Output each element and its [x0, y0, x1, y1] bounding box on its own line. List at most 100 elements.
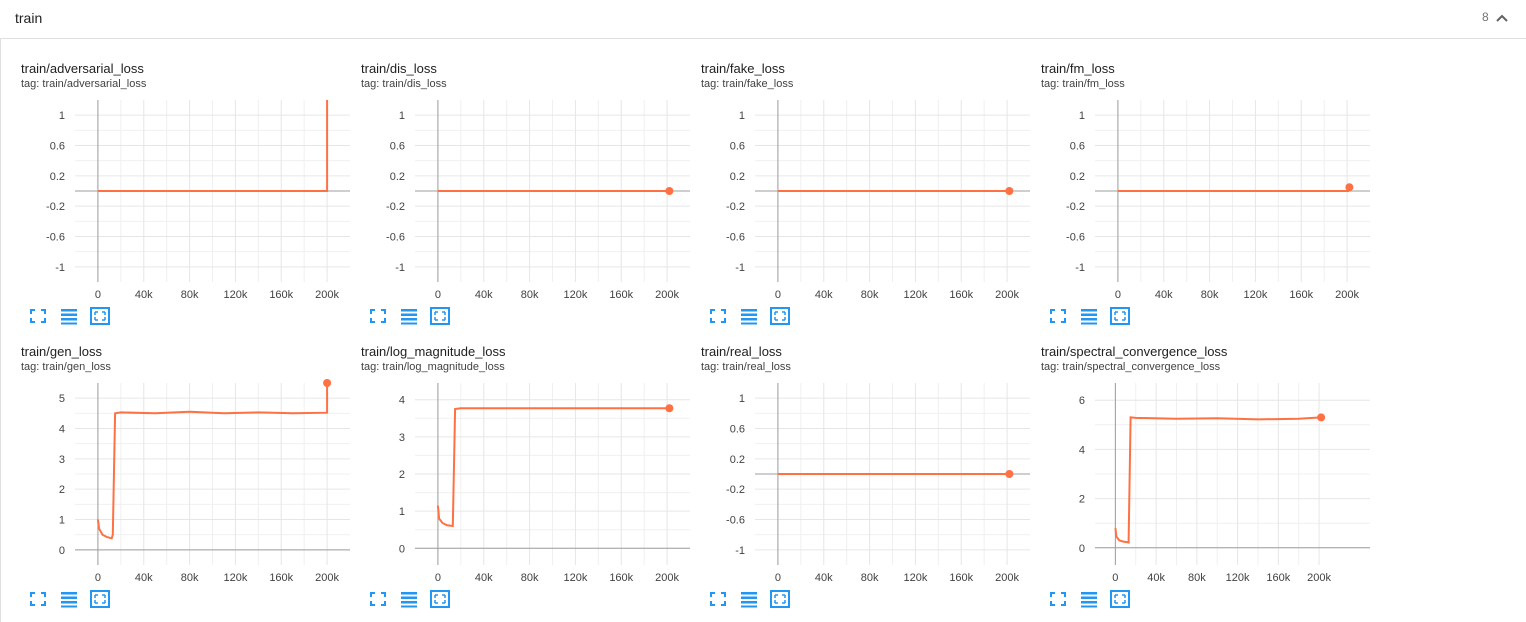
x-tick-label: 40k: [815, 289, 833, 301]
x-tick-label: 0: [775, 572, 781, 584]
y-tick-label: 1: [59, 515, 65, 527]
y-tick-label: -0.6: [1066, 232, 1085, 244]
x-tick-label: 80k: [1188, 572, 1206, 584]
fit-domain-icon[interactable]: [769, 589, 791, 609]
fit-domain-icon[interactable]: [429, 306, 451, 326]
y-tick-label: 1: [739, 393, 745, 405]
y-tick-label: -0.2: [386, 201, 405, 213]
x-tick-label: 0: [435, 572, 441, 584]
y-tick-label: 2: [1079, 494, 1085, 506]
fit-domain-icon[interactable]: [1109, 589, 1131, 609]
x-tick-label: 40k: [1147, 572, 1165, 584]
chevron-up-icon[interactable]: [1494, 10, 1510, 26]
x-tick-label: 160k: [269, 572, 293, 584]
x-tick-label: 120k: [223, 289, 247, 301]
fullscreen-icon[interactable]: [367, 589, 389, 609]
y-tick-label: 3: [59, 454, 65, 466]
fit-domain-icon[interactable]: [89, 306, 111, 326]
x-tick-label: 120k: [563, 289, 587, 301]
y-tick-label: 1: [1079, 110, 1085, 122]
chart-title: train/spectral_convergence_loss: [1041, 344, 1228, 359]
fullscreen-icon[interactable]: [1047, 306, 1069, 326]
chart-tag: tag: train/real_loss: [701, 361, 791, 373]
data-table-icon[interactable]: [1078, 306, 1100, 326]
data-table-icon[interactable]: [398, 589, 420, 609]
section-title: train: [15, 10, 43, 26]
fit-domain-icon[interactable]: [1109, 306, 1131, 326]
y-tick-label: 0.6: [730, 141, 745, 153]
x-tick-label: 200k: [315, 289, 339, 301]
chart-tag: tag: train/fm_loss: [1041, 78, 1125, 90]
chart-title: train/fm_loss: [1041, 61, 1115, 76]
line-chart[interactable]: 0 40k 80k 120k 160k 200k 1 0.6 0.2 -0.2 -0.6 -1: [21, 92, 351, 302]
x-tick-label: 40k: [135, 289, 153, 301]
series-line: [436, 407, 670, 528]
x-tick-label: 80k: [181, 289, 199, 301]
y-tick-label: 0.6: [1070, 141, 1085, 153]
line-chart[interactable]: 0 40k 80k 120k 160k 200k 4 3 2 1 0: [361, 375, 691, 585]
fullscreen-icon[interactable]: [367, 306, 389, 326]
last-point-marker: [323, 379, 332, 387]
y-tick-label: 0.6: [50, 141, 65, 153]
data-table-icon[interactable]: [1078, 589, 1100, 609]
x-tick-label: 40k: [815, 572, 833, 584]
section-header[interactable]: train 8: [0, 0, 1526, 39]
fullscreen-icon[interactable]: [707, 589, 729, 609]
y-tick-label: 0: [59, 545, 65, 557]
y-tick-label: 0.2: [50, 171, 65, 183]
fullscreen-icon[interactable]: [707, 306, 729, 326]
fit-domain-icon[interactable]: [429, 589, 451, 609]
series-line: [96, 383, 329, 540]
x-tick-label: 160k: [1266, 572, 1290, 584]
x-tick-label: 80k: [861, 289, 879, 301]
y-tick-label: -0.6: [386, 232, 405, 244]
fit-domain-icon[interactable]: [769, 306, 791, 326]
y-tick-label: 4: [399, 395, 405, 407]
chart-card: train/log_magnitude_loss tag: train/log_m…: [361, 344, 691, 619]
x-tick-label: 0: [1112, 572, 1118, 584]
y-tick-label: -0.6: [46, 232, 65, 244]
y-tick-label: -0.2: [726, 201, 745, 213]
fullscreen-icon[interactable]: [1047, 589, 1069, 609]
x-tick-label: 80k: [1201, 289, 1219, 301]
y-tick-label: 0: [1079, 543, 1085, 555]
line-chart[interactable]: 0 40k 80k 120k 160k 200k 1 0.6 0.2 -0.2 -0.6 -1: [1041, 92, 1371, 302]
chart-title: train/dis_loss: [361, 61, 437, 76]
y-tick-label: 1: [59, 110, 65, 122]
y-tick-label: 1: [739, 110, 745, 122]
line-chart[interactable]: 0 40k 80k 120k 160k 200k 6 4 2 0: [1041, 375, 1371, 585]
chart-card: train/fake_loss tag: train/fake_loss 0 40k 8…: [701, 61, 1031, 336]
chart-card: train/adversarial_loss tag: train/adversa…: [21, 61, 351, 336]
fit-domain-icon[interactable]: [89, 589, 111, 609]
data-table-icon[interactable]: [58, 306, 80, 326]
line-chart[interactable]: 0 40k 80k 120k 160k 200k 1 0.6 0.2 -0.2 -0.6 -1: [701, 92, 1031, 302]
last-point-marker: [665, 404, 674, 413]
x-tick-label: 0: [775, 289, 781, 301]
x-tick-label: 80k: [861, 572, 879, 584]
data-table-icon[interactable]: [738, 589, 760, 609]
line-chart[interactable]: 0 40k 80k 120k 160k 200k 1 0.6 0.2 -0.2 -0.6 -1: [701, 375, 1031, 585]
fullscreen-icon[interactable]: [27, 306, 49, 326]
last-point-marker: [1005, 187, 1014, 195]
data-table-icon[interactable]: [58, 589, 80, 609]
chart-card: train/real_loss tag: train/real_loss 0 40k 8…: [701, 344, 1031, 619]
x-tick-label: 120k: [1243, 289, 1267, 301]
data-table-icon[interactable]: [398, 306, 420, 326]
x-tick-label: 160k: [609, 289, 633, 301]
y-tick-label: 0.2: [390, 171, 405, 183]
card-count: 8: [1482, 10, 1489, 24]
x-tick-label: 200k: [655, 289, 679, 301]
chart-title: train/adversarial_loss: [21, 61, 144, 76]
fullscreen-icon[interactable]: [27, 589, 49, 609]
data-table-icon[interactable]: [738, 306, 760, 326]
y-tick-label: 3: [399, 432, 405, 444]
line-chart[interactable]: 0 40k 80k 120k 160k 200k 5 4 3 2 1 0: [21, 375, 351, 585]
chart-tag: tag: train/gen_loss: [21, 361, 111, 373]
line-chart[interactable]: 0 40k 80k 120k 160k 200k 1 0.6 0.2 -0.2 -0.6 -1: [361, 92, 691, 302]
x-tick-label: 80k: [521, 289, 539, 301]
x-tick-label: 40k: [1155, 289, 1173, 301]
chart-title: train/real_loss: [701, 344, 782, 359]
x-tick-label: 160k: [609, 572, 633, 584]
y-tick-label: 4: [59, 424, 65, 436]
chart-title: train/log_magnitude_loss: [361, 344, 506, 359]
